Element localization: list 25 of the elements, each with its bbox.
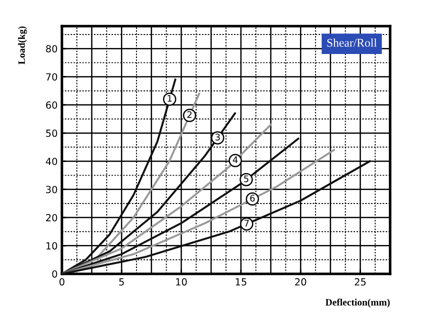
series-label: 1 bbox=[168, 95, 172, 102]
x-tick-label: 15 bbox=[236, 278, 246, 286]
series-label: 2 bbox=[187, 111, 192, 118]
x-tick-label: 25 bbox=[354, 278, 366, 286]
series-label: 4 bbox=[232, 156, 238, 164]
y-tick-label: 0 bbox=[52, 270, 58, 278]
y-tick-label: 50 bbox=[46, 130, 58, 137]
text: Shear/Roll bbox=[327, 38, 377, 47]
x-tick-label: 5 bbox=[119, 278, 124, 286]
series-label: 3 bbox=[215, 134, 220, 140]
y-tick-label: 80 bbox=[46, 45, 58, 52]
series-label: 6 bbox=[250, 194, 255, 202]
y-axis-title: Load(kg) bbox=[18, 26, 27, 64]
x-tick-label: 10 bbox=[176, 278, 187, 286]
x-tick-label: 0 bbox=[59, 278, 64, 286]
y-tick-label: 30 bbox=[46, 186, 58, 194]
y-tick-label: 40 bbox=[46, 158, 58, 166]
y-tick-label: 70 bbox=[46, 73, 58, 81]
y-tick-label: 20 bbox=[46, 214, 58, 222]
y-tick-label: 10 bbox=[46, 242, 58, 250]
series-label: 5 bbox=[244, 175, 248, 182]
y-tick-label: 60 bbox=[46, 101, 58, 109]
x-axis-title: Deflection(mm) bbox=[326, 298, 390, 308]
x-tick-label: 20 bbox=[295, 278, 306, 286]
series-label: 7 bbox=[244, 220, 249, 226]
